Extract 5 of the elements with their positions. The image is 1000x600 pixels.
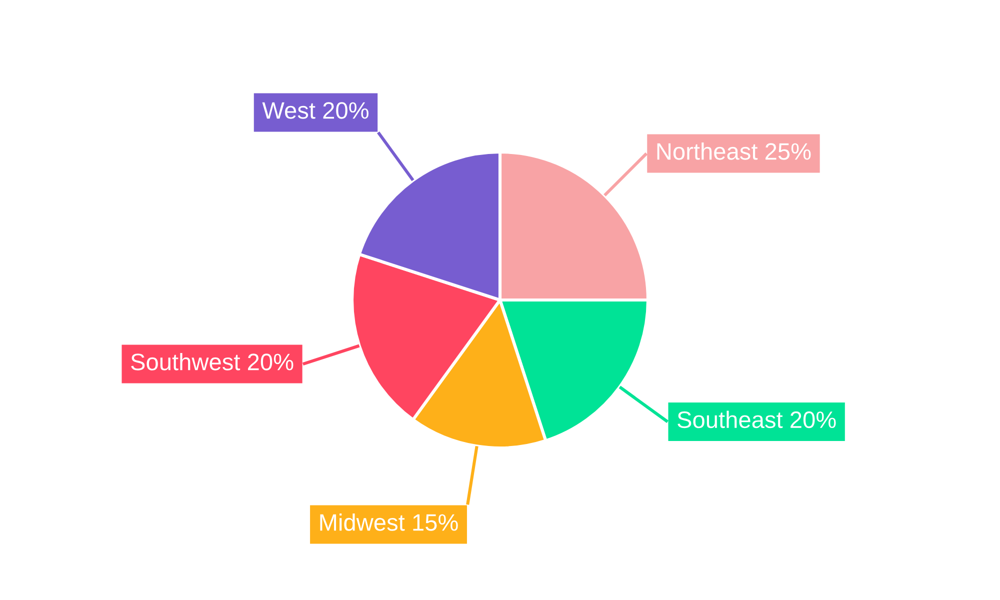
slice-label: Midwest 15%	[320, 514, 458, 531]
slice-label: Northeast 25%	[657, 142, 811, 160]
slice-label: West 20%	[262, 102, 368, 119]
slice-label: Southeast 20%	[678, 410, 836, 428]
slice-label: Southwest 20%	[131, 353, 294, 370]
